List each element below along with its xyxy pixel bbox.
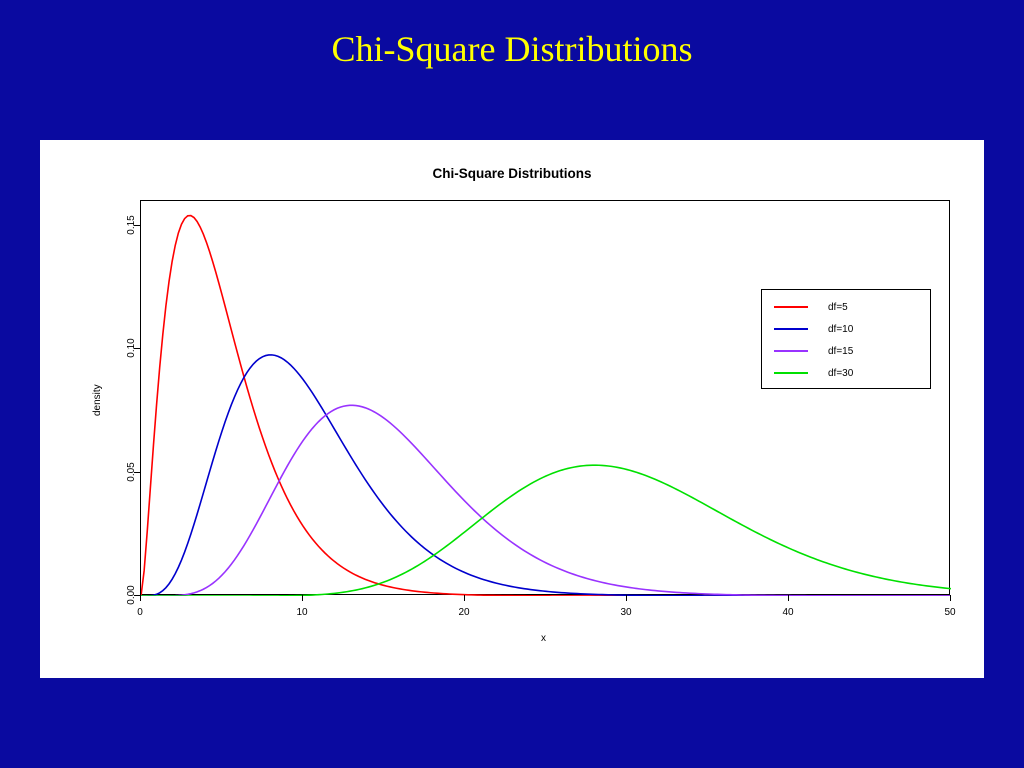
x-tick	[302, 595, 303, 601]
legend-row: df=30	[762, 362, 930, 384]
x-tick	[140, 595, 141, 601]
x-tick-label: 20	[449, 607, 479, 618]
x-axis-label: x	[541, 633, 546, 644]
chart-title: Chi-Square Distributions	[40, 166, 984, 181]
slide-title: Chi-Square Distributions	[0, 28, 1024, 70]
x-tick	[626, 595, 627, 601]
y-tick-label: 0.15	[126, 211, 137, 239]
legend-label: df=30	[828, 368, 853, 379]
legend-swatch	[774, 350, 808, 352]
series-line	[141, 465, 951, 596]
slide: Chi-Square Distributions Chi-Square Dist…	[0, 0, 1024, 768]
x-tick-label: 30	[611, 607, 641, 618]
x-tick	[464, 595, 465, 601]
legend-row: df=15	[762, 340, 930, 362]
legend-row: df=5	[762, 296, 930, 318]
legend-swatch	[774, 372, 808, 374]
series-line	[141, 216, 951, 596]
y-tick-label: 0.05	[126, 458, 137, 486]
plot-area: df=5 df=10 df=15 df=30	[140, 200, 950, 595]
x-tick	[788, 595, 789, 601]
legend-swatch	[774, 328, 808, 330]
legend-label: df=5	[828, 302, 848, 313]
y-tick-label: 0.00	[126, 581, 137, 609]
series-line	[141, 405, 951, 596]
legend: df=5 df=10 df=15 df=30	[761, 289, 931, 389]
x-tick-label: 10	[287, 607, 317, 618]
legend-label: df=15	[828, 346, 853, 357]
legend-label: df=10	[828, 324, 853, 335]
y-tick-label: 0.10	[126, 334, 137, 362]
x-tick-label: 40	[773, 607, 803, 618]
chart-panel: Chi-Square Distributions df=5df=10df=15d…	[40, 140, 984, 678]
y-axis-label: density	[92, 384, 103, 416]
legend-swatch	[774, 306, 808, 308]
legend-row: df=10	[762, 318, 930, 340]
chart-curves-svg	[141, 201, 951, 596]
x-tick	[950, 595, 951, 601]
x-tick-label: 50	[935, 607, 965, 618]
